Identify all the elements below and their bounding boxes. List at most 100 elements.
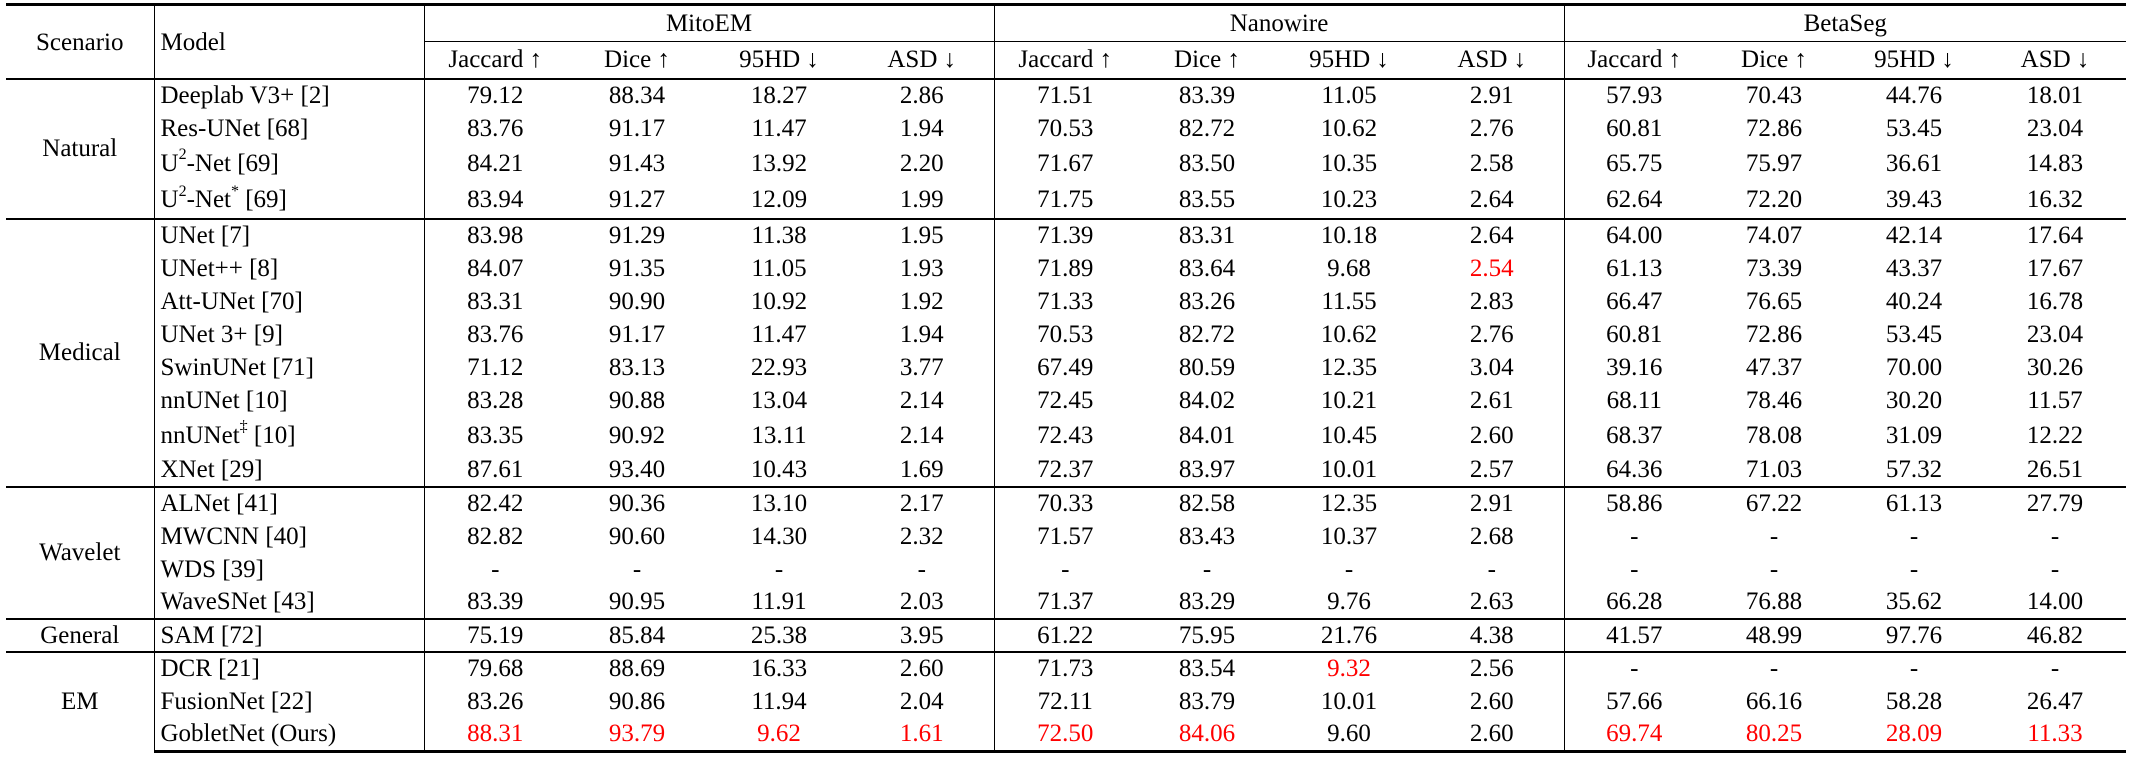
table-row: Att-UNet [70] 83.31 90.90 10.92 1.92 71.33 83.… [6, 285, 2126, 318]
metric-value-cell: 13.11 [751, 421, 807, 449]
metric-value-cell: 88.34 [566, 78, 708, 112]
metric-value-cell: 9.32 [1278, 651, 1420, 685]
model-name-cell: MWCNN [40] [154, 520, 425, 553]
metric-value-cell: - [1420, 553, 1565, 586]
metric-value-cell: 71.39 [994, 218, 1136, 252]
metric-value-cell: 73.39 [1745, 254, 1803, 282]
metric-value-cell: 75.97 [1745, 149, 1803, 177]
metric-value-cell: 10.01 [1320, 456, 1378, 483]
metric-value-cell: 85.84 [566, 618, 708, 652]
model-name-cell: ALNet [41] [154, 486, 425, 520]
metric-value-cell: 30.26 [2026, 353, 2084, 381]
metric-value-cell: - [1344, 555, 1354, 583]
metric-value-cell: 71.89 [1037, 254, 1094, 282]
metric-value-cell: 10.23 [1320, 186, 1378, 213]
metric-value-cell: 12.09 [750, 186, 808, 213]
model-name-cell: nnUNet [10] [154, 384, 425, 417]
metric-value-cell: 91.17 [608, 114, 666, 142]
metric-value-cell: 71.57 [1037, 522, 1094, 550]
metric-value-cell: 68.11 [1606, 386, 1662, 414]
metric-value-cell: 83.64 [1178, 254, 1236, 282]
metric-value-cell: 14.83 [2026, 149, 2084, 177]
metric-header: ASD ↓ [1420, 41, 1565, 79]
metric-value-cell: 57.93 [1564, 78, 1705, 112]
metric-value-cell: 2.60 [1420, 417, 1565, 454]
metric-value-cell: 26.47 [2026, 687, 2084, 715]
metric-value-cell: - [1704, 651, 1845, 685]
metric-value-cell: 14.00 [2026, 588, 2084, 615]
metric-value-cell: 2.91 [1420, 78, 1565, 112]
metric-value-cell: 68.37 [1606, 421, 1663, 449]
metric-value-cell: 16.33 [708, 651, 850, 685]
metric-value-cell: 74.07 [1704, 218, 1845, 252]
metric-value-cell: 66.16 [1745, 687, 1803, 715]
header-row-datasets: Scenario Model MitoEM Nanowire BetaSeg [6, 3, 2127, 79]
metric-value-cell: 67.22 [1704, 486, 1845, 520]
metric-value-cell: 21.76 [1278, 618, 1420, 652]
metric-value-cell: 43.37 [1885, 254, 1943, 282]
metric-value-cell: 70.00 [1885, 353, 1943, 381]
metric-value-cell: 44.76 [1844, 78, 1985, 112]
metric-value-cell: - [2050, 555, 2060, 583]
metric-value-cell: 1.92 [850, 285, 995, 318]
metric-value-cell: 57.32 [1885, 456, 1943, 483]
metric-value-cell: 83.50 [1178, 149, 1236, 177]
metric-value-cell: 67.49 [1037, 353, 1094, 381]
metric-value-cell: 83.28 [467, 386, 524, 414]
metric-value-cell: 2.61 [1420, 384, 1565, 417]
metric-value-cell: 72.20 [1745, 186, 1803, 213]
metric-value-cell: 64.00 [1564, 218, 1705, 252]
metric-value-cell: 93.40 [608, 456, 666, 483]
metric-header: ASD ↓ [2020, 46, 2090, 73]
metric-value-cell: 76.88 [1745, 588, 1803, 615]
table-row: nnUNet [10] 83.28 90.88 13.04 2.14 72.45 84.02… [6, 384, 2126, 417]
metric-value-cell: 90.60 [608, 522, 666, 550]
metric-value-cell: 53.45 [1885, 320, 1943, 348]
model-name-cell: FusionNet [22] [154, 685, 425, 718]
metric-value-cell: 80.59 [1178, 353, 1236, 381]
metric-value-cell: 83.94 [467, 186, 524, 213]
metric-value-cell: 84.21 [467, 149, 524, 177]
metric-value-cell: 11.05 [751, 254, 807, 282]
metric-value-cell: 82.82 [467, 522, 524, 550]
metric-value-cell: 3.77 [850, 351, 995, 384]
metric-value-cell: 17.64 [1984, 218, 2127, 252]
metric-value-cell: 2.20 [850, 145, 995, 182]
metric-value-cell: 2.03 [850, 586, 995, 619]
table-row: XNet [29] 87.61 93.40 10.43 1.69 72.37 83.97 10… [6, 454, 2126, 487]
metric-value-cell: - [1844, 651, 1985, 685]
metric-value-cell: 11.55 [1321, 287, 1377, 315]
metric-value-cell: 87.61 [467, 456, 524, 483]
model-name-part: [10] [247, 421, 296, 449]
metric-value-cell: 10.92 [750, 287, 808, 315]
metric-value-cell: 11.94 [751, 687, 807, 715]
metric-value-cell: 9.76 [1327, 588, 1371, 615]
metric-value-cell: 72.86 [1745, 114, 1803, 142]
model-name-cell: nnUNet‡ [10] [154, 417, 425, 454]
metric-value-cell: 71.73 [994, 651, 1136, 685]
metric-value-cell: - [632, 555, 642, 583]
metric-value-cell: 61.13 [1606, 254, 1663, 282]
metric-value-cell: 10.43 [750, 456, 808, 483]
metric-value-cell: 23.04 [2026, 114, 2084, 142]
metric-value-cell: 17.67 [2026, 254, 2084, 282]
model-name-cell: SwinUNet [71] [154, 351, 425, 384]
table-row: FusionNet [22] 83.26 90.86 11.94 2.04 72.11 83… [6, 685, 2126, 718]
metric-value-cell: 1.94 [850, 318, 995, 351]
scenario-header: Scenario [6, 3, 155, 79]
metric-value-cell: 83.79 [1178, 687, 1236, 715]
metric-value-cell: 2.58 [1420, 145, 1565, 182]
metric-value-cell: - [1909, 555, 1919, 583]
table-row: U2-Net [69] 84.21 91.43 13.92 2.20 71.67 83.50… [6, 145, 2126, 182]
metric-value-cell: 83.35 [467, 421, 524, 449]
model-name-part: nnUNet [160, 421, 240, 449]
metric-value-cell: 70.33 [994, 486, 1136, 520]
metric-value-cell: 83.76 [467, 320, 524, 348]
metric-value-cell: 75.95 [1136, 618, 1278, 652]
metric-value-cell: 64.36 [1606, 456, 1663, 483]
table-row: nnUNet‡ [10] 83.35 90.92 13.11 2.14 72.43 84.0… [6, 417, 2126, 454]
metric-value-cell: 88.31 [424, 718, 566, 753]
metric-value-cell: 60.81 [1606, 114, 1663, 142]
model-name-part: U [160, 186, 179, 213]
table-row: Natural Deeplab V3+ [2] 79.12 88.34 18.27 2.8… [6, 78, 2127, 219]
